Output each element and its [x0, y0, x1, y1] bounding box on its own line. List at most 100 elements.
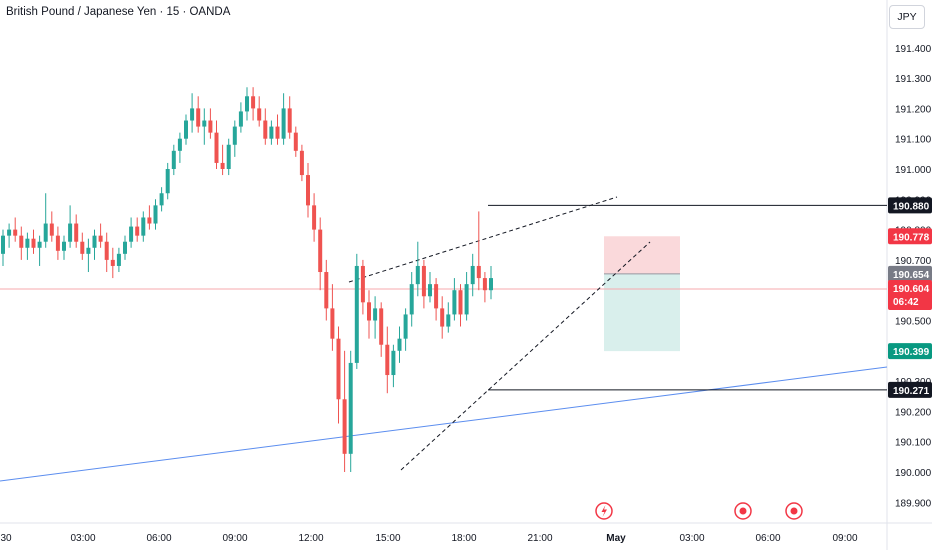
candle-body	[37, 241, 42, 248]
candle-body	[336, 338, 341, 400]
candle-body	[324, 272, 329, 309]
candle-body	[153, 205, 158, 224]
candle-body	[190, 108, 195, 121]
price-tag-label: 190.271	[893, 386, 930, 397]
y-tick-label: 190.700	[895, 256, 932, 267]
candle-body	[464, 284, 469, 315]
x-tick-label: 03:00	[679, 533, 704, 544]
x-tick-label: 15:00	[375, 533, 400, 544]
y-tick-label: 191.200	[895, 104, 932, 115]
candle-body	[129, 226, 134, 242]
candle-body	[74, 223, 79, 242]
candle-body	[7, 229, 12, 236]
candle-body	[446, 314, 451, 327]
candle-body	[397, 338, 402, 351]
candle-body	[135, 226, 140, 236]
candle-body	[13, 229, 18, 236]
candle-body	[80, 241, 85, 254]
candle-body	[470, 265, 475, 285]
candle-body	[232, 126, 237, 145]
candle-body	[257, 108, 262, 121]
candle-body	[68, 223, 73, 242]
candle-body	[251, 96, 256, 109]
countdown-label: 06:42	[893, 297, 919, 308]
price-tag-label: 190.778	[893, 232, 930, 243]
price-tag-190.654	[888, 265, 932, 282]
candle-body	[299, 150, 304, 176]
event-dot-center	[739, 507, 747, 515]
candle-body	[238, 111, 243, 127]
candle-body	[226, 144, 231, 169]
candle-body	[86, 247, 91, 254]
candle-body	[342, 399, 347, 454]
candle-body	[31, 238, 36, 248]
y-tick-label: 191.300	[895, 74, 932, 85]
x-tick-label: 30	[0, 533, 12, 544]
candle-body	[482, 278, 487, 291]
candle-body	[476, 265, 481, 279]
candle-body	[318, 229, 323, 273]
price-tag-label: 190.654	[893, 270, 930, 281]
candle-body	[312, 205, 317, 230]
y-tick-label: 190.500	[895, 317, 932, 328]
candle-body	[458, 290, 463, 315]
candle-body	[147, 217, 152, 224]
candle-body	[177, 138, 182, 151]
candle-body	[214, 132, 219, 163]
price-tag-190.604	[888, 279, 932, 310]
candle-body	[330, 308, 335, 339]
candle-body	[269, 126, 274, 139]
y-tick-label: 191.000	[895, 165, 932, 176]
price-tag-label: 190.604	[893, 284, 930, 295]
candle-body	[116, 253, 121, 266]
x-tick-label: 18:00	[451, 533, 476, 544]
candle-body	[428, 284, 432, 297]
x-tick-label: 21:00	[527, 533, 552, 544]
price-tag-190.880	[888, 197, 932, 214]
candle-body	[306, 175, 310, 206]
candle-body	[25, 238, 30, 248]
candle-body	[379, 308, 384, 345]
y-tick-label: 189.900	[895, 498, 932, 509]
candle-body	[104, 241, 109, 260]
candle-body	[110, 259, 115, 266]
chart-title: British Pound / Japanese Yen · 15 · OAND…	[6, 6, 231, 18]
candle-body	[287, 108, 292, 133]
event-dot-center	[790, 507, 798, 515]
x-tick-label: 06:00	[755, 533, 780, 544]
candle-body	[171, 150, 176, 169]
y-tick-label: 191.400	[895, 44, 932, 55]
take-profit-zone[interactable]	[604, 273, 680, 352]
candle-body	[55, 235, 60, 251]
currency-button[interactable]: JPY	[889, 5, 925, 29]
stop-loss-zone[interactable]	[604, 236, 680, 274]
candle-body	[92, 235, 97, 248]
candle-body	[391, 350, 396, 376]
candle-body	[141, 217, 146, 236]
candle-body	[159, 193, 164, 206]
candle-body	[1, 235, 5, 254]
x-tick-label: 12:00	[298, 533, 323, 544]
price-tag-label: 190.880	[893, 201, 930, 212]
candle-body	[373, 308, 378, 321]
candle-body	[49, 223, 54, 236]
candle-body	[202, 120, 207, 127]
candle-body	[263, 120, 268, 139]
candle-body	[123, 241, 127, 254]
candle-body	[367, 302, 371, 321]
price-tag-190.271	[888, 381, 932, 398]
x-tick-label: 09:00	[222, 533, 247, 544]
y-tick-label: 191.100	[895, 135, 932, 146]
candle-body	[43, 223, 48, 242]
wedge-lower-line[interactable]	[400, 241, 651, 471]
wedge-upper-line[interactable]	[348, 196, 618, 283]
support-trendline[interactable]	[0, 366, 888, 482]
y-tick-label: 190.000	[895, 468, 932, 479]
candle-body	[196, 108, 201, 127]
candle-body	[385, 344, 390, 376]
candle-body	[208, 120, 213, 133]
candle-body	[489, 278, 493, 291]
candle-body	[354, 265, 359, 363]
